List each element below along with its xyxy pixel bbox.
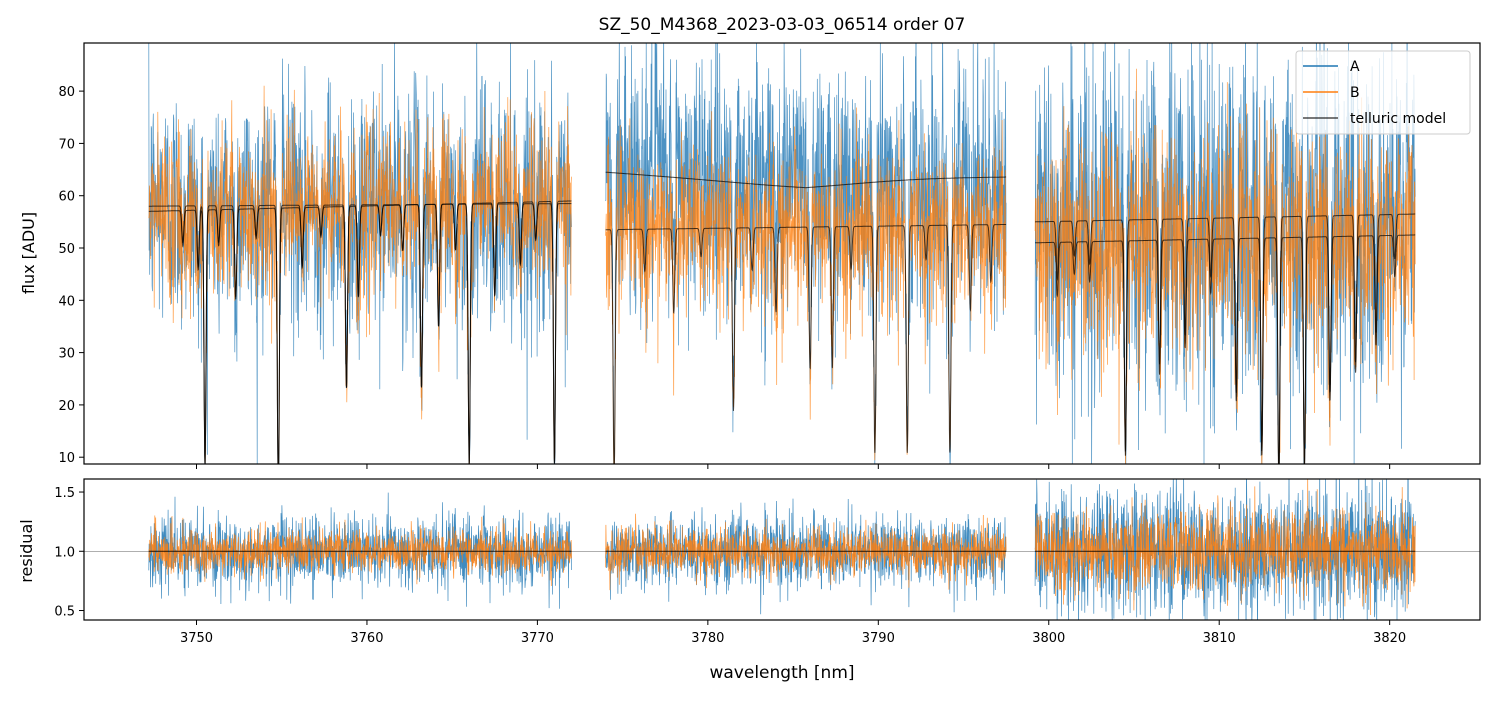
flux-axes-frame xyxy=(83,42,1481,465)
legend-label-telluric: telluric model xyxy=(1350,111,1446,127)
xtick-label: 3800 xyxy=(1032,631,1065,646)
flux-ytick-label: 80 xyxy=(58,85,75,100)
flux-series-b-seg1 xyxy=(148,85,572,464)
legend: A B telluric model xyxy=(1295,50,1471,135)
xtick-label: 3770 xyxy=(521,631,554,646)
residual-ytick-label: 1.5 xyxy=(54,486,75,501)
flux-ytick-label: 60 xyxy=(58,190,75,205)
residual-series-b-seg3 xyxy=(1034,479,1416,616)
xtick-label: 3820 xyxy=(1373,631,1406,646)
xtick-label: 3790 xyxy=(862,631,895,646)
flux-ytick-label: 10 xyxy=(58,451,75,466)
flux-ytick-label: 20 xyxy=(58,399,75,414)
flux-plot-area xyxy=(148,43,1416,464)
legend-label-b: B xyxy=(1350,85,1360,101)
flux-ytick-label: 40 xyxy=(58,294,75,309)
telluric-model-line xyxy=(148,200,572,464)
residual-plot-area xyxy=(84,479,1480,620)
flux-ytick-label: 50 xyxy=(58,242,75,257)
flux-ytick-label: 70 xyxy=(58,137,75,152)
legend-label-a: A xyxy=(1350,59,1360,75)
legend-box xyxy=(1295,50,1471,135)
telluric-model-line xyxy=(605,171,1007,189)
xlabel: wavelength [nm] xyxy=(709,663,854,683)
flux-ytick-label: 30 xyxy=(58,347,75,362)
residual-axes-frame xyxy=(83,478,1481,621)
residual-series-b-seg2 xyxy=(605,513,1007,591)
xtick-label: 3810 xyxy=(1203,631,1236,646)
chart-title: SZ_50_M4368_2023-03-03_06514 order 07 xyxy=(599,15,966,35)
axis-ticks: 3750 3760 3770 3780 3790 3800 3810 3820 10 20 30 40… xyxy=(54,85,1406,646)
residual-series-b-seg1 xyxy=(148,515,572,587)
xtick-label: 3750 xyxy=(180,631,213,646)
telluric-model-line xyxy=(1035,213,1416,464)
residual-ytick-label: 0.5 xyxy=(54,605,75,620)
telluric-model-line xyxy=(605,224,1007,464)
residual-series-a-seg3 xyxy=(1034,479,1416,620)
xtick-label: 3760 xyxy=(350,631,383,646)
flux-ylabel: flux [ADU] xyxy=(19,212,38,294)
xtick-label: 3780 xyxy=(691,631,724,646)
residual-ytick-label: 1.0 xyxy=(54,545,75,560)
telluric-model-line xyxy=(1035,234,1416,464)
flux-series-b-seg3 xyxy=(1034,68,1416,464)
residual-ylabel: residual xyxy=(17,519,36,582)
flux-series-b-seg2 xyxy=(605,107,1007,464)
